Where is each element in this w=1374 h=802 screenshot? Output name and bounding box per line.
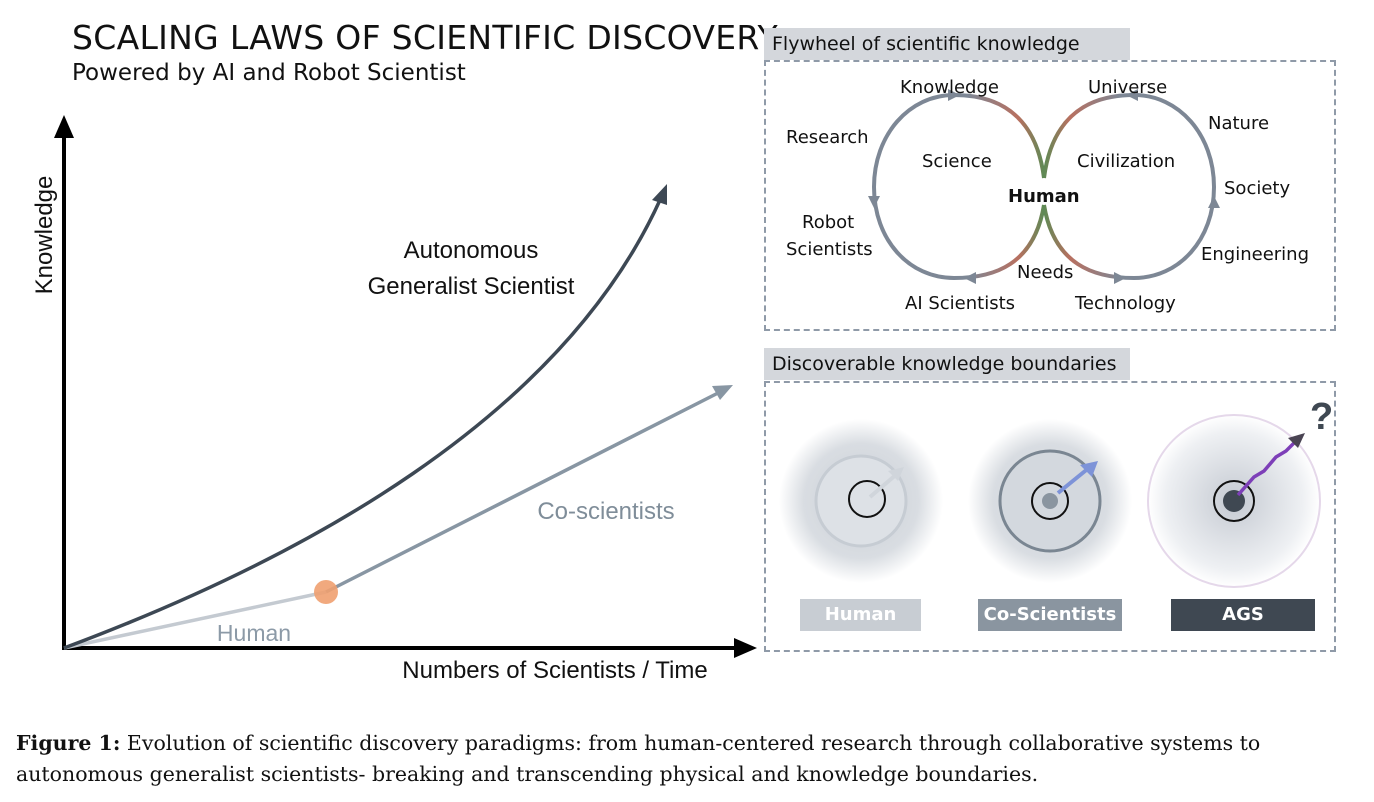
flywheel-arrow-knowledge [948, 89, 960, 101]
co-scientists-arrow [1056, 465, 1092, 495]
ags-label-line2: Generalist Scientist [368, 273, 575, 300]
x-axis-arrowhead [734, 638, 757, 658]
co-scientists-label: Co-scientists [537, 498, 674, 525]
ags-arrowhead [1288, 433, 1305, 448]
flywheel-arrow-society [1208, 196, 1220, 208]
flywheel-header: Flywheel of scientific knowledge [764, 28, 1130, 60]
flywheel-label-civilization: Civilization [1077, 151, 1176, 172]
boundaries-header: Discoverable knowledge boundaries [764, 348, 1130, 380]
boundaries-diagram: ? [779, 396, 1333, 588]
flywheel-label-research: Research [786, 127, 869, 148]
ags-arrowhead [652, 184, 667, 205]
flywheel-arrow-universe [1126, 89, 1138, 101]
left-loop [871, 92, 1046, 281]
human-label: Human [217, 620, 291, 646]
flywheel-label-ai-scientists: AI Scientists [905, 293, 1016, 314]
flywheel-arrow-ai [964, 272, 976, 284]
badge-human: Human [800, 599, 921, 631]
flywheel-label-needs: Needs [1017, 262, 1074, 283]
co-scientists-nucleus [1042, 493, 1058, 509]
human-arrowhead [888, 467, 904, 481]
y-axis-arrowhead [54, 115, 74, 138]
ags-question-mark: ? [1310, 396, 1333, 438]
right-loop [1042, 92, 1217, 281]
flywheel-label-science: Science [922, 151, 992, 172]
x-axis-label: Numbers of Scientists / Time [402, 657, 707, 684]
co-scientists-curve [325, 390, 721, 594]
badge-co-scientists: Co-Scientists [978, 599, 1122, 631]
flywheel-label-human: Human [1008, 186, 1080, 207]
co-scientists-arrowhead [712, 385, 733, 400]
flywheel-label-robot: Robot [802, 212, 855, 233]
flywheel-label-technology: Technology [1075, 293, 1176, 314]
flywheel-label-scientists: Scientists [786, 239, 873, 260]
flywheel-label-universe: Universe [1088, 77, 1168, 98]
figure-caption: Figure 1: Evolution of scientific discov… [16, 728, 1366, 790]
y-axis-label: Knowledge [31, 176, 58, 295]
transition-marker [314, 580, 338, 604]
ags-arrow [1236, 439, 1298, 497]
co-scientists-core [1031, 482, 1069, 520]
flywheel-label-nature: Nature [1208, 113, 1270, 134]
flywheel-arrow-research [868, 196, 880, 208]
ags-label-line1: Autonomous [404, 237, 539, 264]
badge-ags: AGS [1171, 599, 1315, 631]
figure-subtitle: Powered by AI and Robot Scientist [72, 60, 466, 86]
flywheel-label-knowledge: Knowledge [900, 77, 999, 98]
co-scientists-arrowhead [1080, 461, 1098, 477]
flywheel-label-engineering: Engineering [1201, 244, 1309, 265]
boundaries-panel [764, 381, 1336, 652]
caption-label: Figure 1: [16, 731, 121, 755]
caption-text: Evolution of scientific discovery paradi… [16, 731, 1261, 786]
scaling-chart: Knowledge Numbers of Scientists / Time A… [31, 115, 757, 684]
human-curve [63, 590, 327, 650]
ags-curve [63, 199, 662, 650]
ags-core [1213, 480, 1255, 522]
flywheel-panel [764, 60, 1336, 331]
human-boundary [814, 454, 908, 548]
flywheel-label-society: Society [1224, 178, 1291, 199]
flywheel-arrow-technology [1114, 272, 1126, 284]
human-arrow [868, 471, 900, 499]
flywheel-diagram [868, 89, 1220, 284]
figure-title: SCALING LAWS OF SCIENTIFIC DISCOVERY [72, 18, 778, 57]
human-core [848, 480, 886, 518]
